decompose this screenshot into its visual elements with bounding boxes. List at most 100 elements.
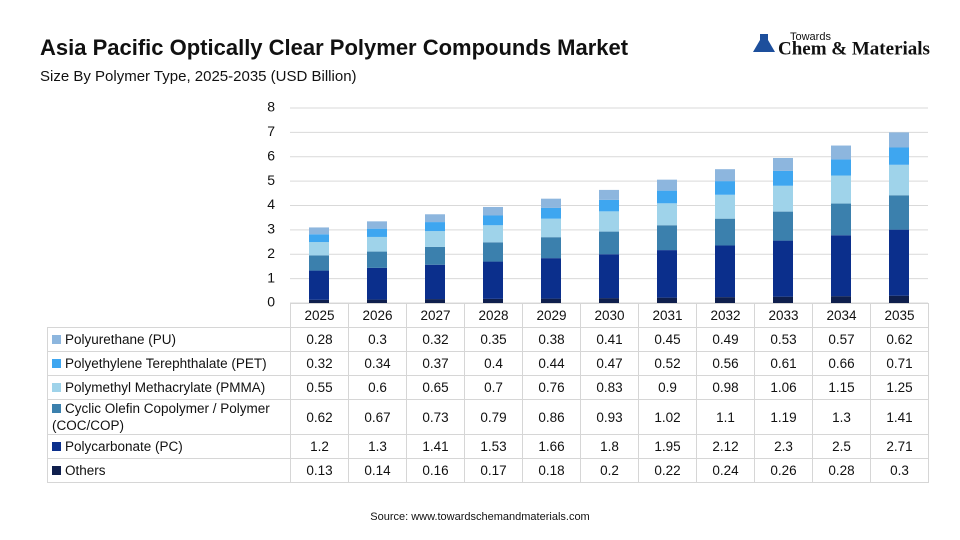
bar-segment [309, 227, 329, 235]
y-tick-label: 2 [267, 245, 275, 261]
bar-segment [773, 240, 793, 297]
bar-segment [309, 234, 329, 243]
value-cell: 0.71 [870, 351, 929, 376]
bar-segment [483, 242, 503, 262]
value-cell: 0.35 [464, 327, 523, 352]
value-cell: 0.6 [348, 375, 407, 400]
bar-segment [889, 195, 909, 230]
value-cell: 0.26 [754, 458, 813, 483]
blank-cell [48, 304, 291, 328]
bar-segment [657, 225, 677, 251]
x-tick-label: 2034 [812, 303, 871, 328]
bar-segment [773, 185, 793, 212]
value-cell: 1.06 [754, 375, 813, 400]
value-cell: 0.47 [580, 351, 639, 376]
value-cell: 0.53 [754, 327, 813, 352]
value-cell: 1.02 [638, 399, 697, 435]
bar-segment [425, 264, 445, 300]
series-row: Polyethylene Terephthalate (PET) 0.32 0.34… [47, 351, 929, 376]
legend-swatch [52, 404, 61, 413]
bar-segment [715, 245, 735, 298]
bar-segment [889, 164, 909, 196]
bar-segment [599, 231, 619, 255]
value-cell: 0.49 [696, 327, 755, 352]
value-cell: 0.9 [638, 375, 697, 400]
value-cell: 0.62 [870, 327, 929, 352]
bar-segment [367, 236, 387, 252]
value-cell: 2.71 [870, 434, 929, 459]
chart-title: Asia Pacific Optically Clear Polymer Com… [40, 35, 629, 60]
value-cell: 0.2 [580, 458, 639, 483]
legend-swatch [52, 442, 61, 451]
bar-segment [483, 206, 503, 216]
y-tick-label: 4 [267, 196, 275, 212]
y-tick-label: 1 [267, 269, 275, 285]
y-tick-label: 8 [267, 99, 275, 115]
bar-segment [715, 218, 735, 246]
y-tick-label: 0 [267, 294, 275, 310]
bar-segment [425, 231, 445, 247]
legend-label: Polyethylene Terephthalate (PET) [65, 356, 267, 371]
bar-segment [657, 190, 677, 204]
logo-name: Chem & Materials [778, 38, 930, 59]
y-tick-label: 3 [267, 221, 275, 237]
bar-segment [367, 267, 387, 300]
bar-segment [541, 198, 561, 208]
bar-segment [483, 225, 503, 243]
series-row: Polyurethane (PU) 0.28 0.3 0.32 0.35 0.38 0.41… [47, 327, 929, 352]
x-tick-label: 2030 [580, 303, 639, 328]
bar-segment [889, 229, 909, 296]
legend-entry: Polyethylene Terephthalate (PET) [47, 351, 291, 376]
value-cell: 0.86 [522, 399, 581, 435]
legend-swatch [52, 359, 61, 368]
bar-segment [425, 214, 445, 223]
bar-segment [367, 251, 387, 268]
bar-segment [309, 242, 329, 256]
series-row: Polymethyl Methacrylate (PMMA) 0.55 0.6 0.6… [47, 375, 929, 400]
bar-segment [889, 132, 909, 148]
legend-label: Polymethyl Methacrylate (PMMA) [65, 380, 266, 395]
value-cell: 1.8 [580, 434, 639, 459]
bar-segment [599, 298, 619, 303]
value-cell: 0.61 [754, 351, 813, 376]
logo-top: Towards [790, 31, 831, 43]
bar-segment [309, 270, 329, 300]
legend-swatch [52, 383, 61, 392]
value-cell: 0.34 [348, 351, 407, 376]
bar-segment [425, 299, 445, 303]
value-cell: 1.66 [522, 434, 581, 459]
bar-segment [367, 221, 387, 229]
bar-segment [367, 228, 387, 237]
x-tick-label: 2025 [290, 303, 349, 328]
bar-segment [541, 258, 561, 299]
value-cell: 0.18 [522, 458, 581, 483]
value-cell: 2.12 [696, 434, 755, 459]
data-table: 2025 2026 2027 2028 2029 2030 2031 2032 2033 2034… [47, 303, 929, 483]
bar-segment [599, 189, 619, 200]
value-cell: 0.32 [406, 327, 465, 352]
value-cell: 1.25 [870, 375, 929, 400]
value-cell: 1.3 [812, 399, 871, 435]
bar-segment [599, 199, 619, 212]
value-cell: 0.3 [870, 458, 929, 483]
value-cell: 1.95 [638, 434, 697, 459]
value-cell: 1.1 [696, 399, 755, 435]
bar-segment [541, 218, 561, 238]
value-cell: 0.62 [290, 399, 349, 435]
value-cell: 0.32 [290, 351, 349, 376]
value-cell: 0.13 [290, 458, 349, 483]
value-cell: 1.2 [290, 434, 349, 459]
bar-segment [715, 297, 735, 303]
legend-entry: Cyclic Olefin Copolymer / Polymer (COC/C… [47, 399, 291, 435]
value-cell: 1.53 [464, 434, 523, 459]
x-tick-label: 2035 [870, 303, 929, 328]
x-tick-label: 2032 [696, 303, 755, 328]
bar-segment [831, 175, 851, 204]
y-tick-label: 6 [267, 147, 275, 163]
y-tick-label: 5 [267, 172, 275, 188]
x-tick-label: 2028 [464, 303, 523, 328]
bar-segment [483, 215, 503, 226]
value-cell: 1.3 [348, 434, 407, 459]
bar-segment [889, 295, 909, 303]
